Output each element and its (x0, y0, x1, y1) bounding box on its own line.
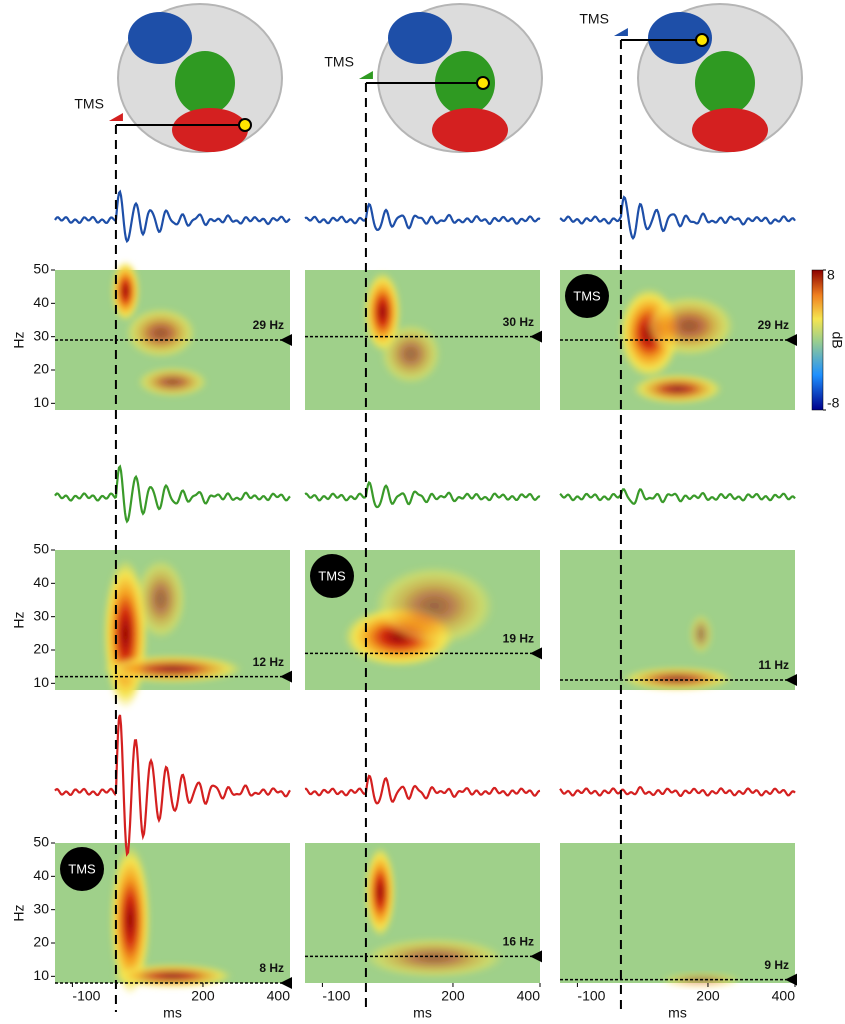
y-tick-label: 20 (33, 934, 49, 950)
x-tick-label: 200 (696, 988, 720, 1004)
brain-region (692, 108, 768, 152)
x-axis-label: ms (668, 1005, 687, 1021)
y-tick-label: 40 (33, 867, 49, 883)
eeg-trace (560, 787, 795, 796)
y-tick-label: 50 (33, 541, 49, 557)
peak-label: 9 Hz (764, 958, 789, 972)
peak-label: 11 Hz (758, 658, 789, 672)
y-tick-label: 50 (33, 834, 49, 850)
power-blob (365, 847, 395, 937)
y-tick-label: 10 (33, 674, 49, 690)
power-blob (381, 324, 441, 384)
tms-label: TMS (74, 96, 104, 112)
x-tick-label: 400 (772, 988, 796, 1004)
eeg-trace (560, 489, 795, 503)
power-blob (113, 964, 233, 988)
x-axis-label: ms (413, 1005, 432, 1021)
y-tick-label: 40 (33, 294, 49, 310)
stim-site (477, 77, 489, 89)
eeg-trace (305, 483, 540, 508)
brain-region (175, 51, 235, 115)
y-tick-label: 30 (33, 900, 49, 916)
y-tick-label: 20 (33, 361, 49, 377)
spectrogram-bg (560, 843, 795, 983)
tms-marker (359, 71, 373, 79)
x-tick-label: 200 (191, 988, 215, 1004)
power-blob (623, 667, 733, 691)
tms-marker (614, 28, 628, 36)
power-blob (644, 296, 734, 356)
y-tick-label: 10 (33, 967, 49, 983)
peak-label: 12 Hz (253, 655, 284, 669)
y-tick-label: 20 (33, 641, 49, 657)
colorbar (812, 270, 823, 410)
peak-label: 19 Hz (503, 632, 534, 646)
y-axis-label: Hz (11, 904, 27, 921)
stim-site (239, 119, 251, 131)
tms-label: TMS (579, 11, 609, 27)
power-blob (374, 566, 494, 646)
tms-marker (109, 113, 123, 121)
eeg-trace (305, 776, 540, 803)
power-blob (126, 308, 196, 358)
peak-label: 16 Hz (503, 935, 534, 949)
brain-region (695, 51, 755, 115)
stim-site (696, 34, 708, 46)
tms-label: TMS (324, 54, 354, 70)
peak-label: 29 Hz (253, 318, 284, 332)
x-tick-label: -100 (322, 988, 350, 1004)
brain-region (388, 12, 452, 64)
x-axis-label: ms (163, 1005, 182, 1021)
peak-label: 8 Hz (259, 961, 284, 975)
power-blob (103, 655, 243, 683)
power-blob (364, 938, 504, 978)
eeg-trace (305, 204, 540, 230)
x-tick-label: 400 (267, 988, 291, 1004)
eeg-trace (55, 467, 290, 522)
peak-label: 29 Hz (758, 318, 789, 332)
x-tick-label: 400 (517, 988, 541, 1004)
colorbar-tick-label: 8 (827, 267, 835, 283)
y-tick-label: 40 (33, 574, 49, 590)
eeg-trace (560, 197, 795, 238)
power-blob (689, 614, 713, 654)
brain-region (172, 108, 248, 152)
y-tick-label: 50 (33, 261, 49, 277)
y-tick-label: 30 (33, 327, 49, 343)
eeg-trace (55, 192, 290, 241)
y-axis-label: Hz (11, 331, 27, 348)
spectrogram-blobs (619, 288, 734, 404)
power-blob (633, 374, 723, 404)
power-blob (138, 367, 208, 397)
tms-badge-label: TMS (573, 288, 601, 303)
tms-badge-label: TMS (318, 568, 346, 583)
brain-region (128, 12, 192, 64)
eeg-trace (55, 715, 290, 854)
x-tick-label: 200 (441, 988, 465, 1004)
y-tick-label: 10 (33, 394, 49, 410)
colorbar-label: dB (829, 331, 845, 348)
peak-label: 30 Hz (503, 315, 534, 329)
power-blob (136, 559, 186, 639)
colorbar-tick-label: -8 (827, 395, 840, 411)
y-tick-label: 30 (33, 607, 49, 623)
brain-region (432, 108, 508, 152)
x-tick-label: -100 (72, 988, 100, 1004)
y-axis-label: Hz (11, 611, 27, 628)
x-tick-label: -100 (577, 988, 605, 1004)
figure: 29 Hz 10 20 30 40 50 Hz 30 Hz 29 Hz TMS 12 Hz 10 20 3… (0, 0, 845, 1024)
tms-badge-label: TMS (68, 861, 96, 876)
